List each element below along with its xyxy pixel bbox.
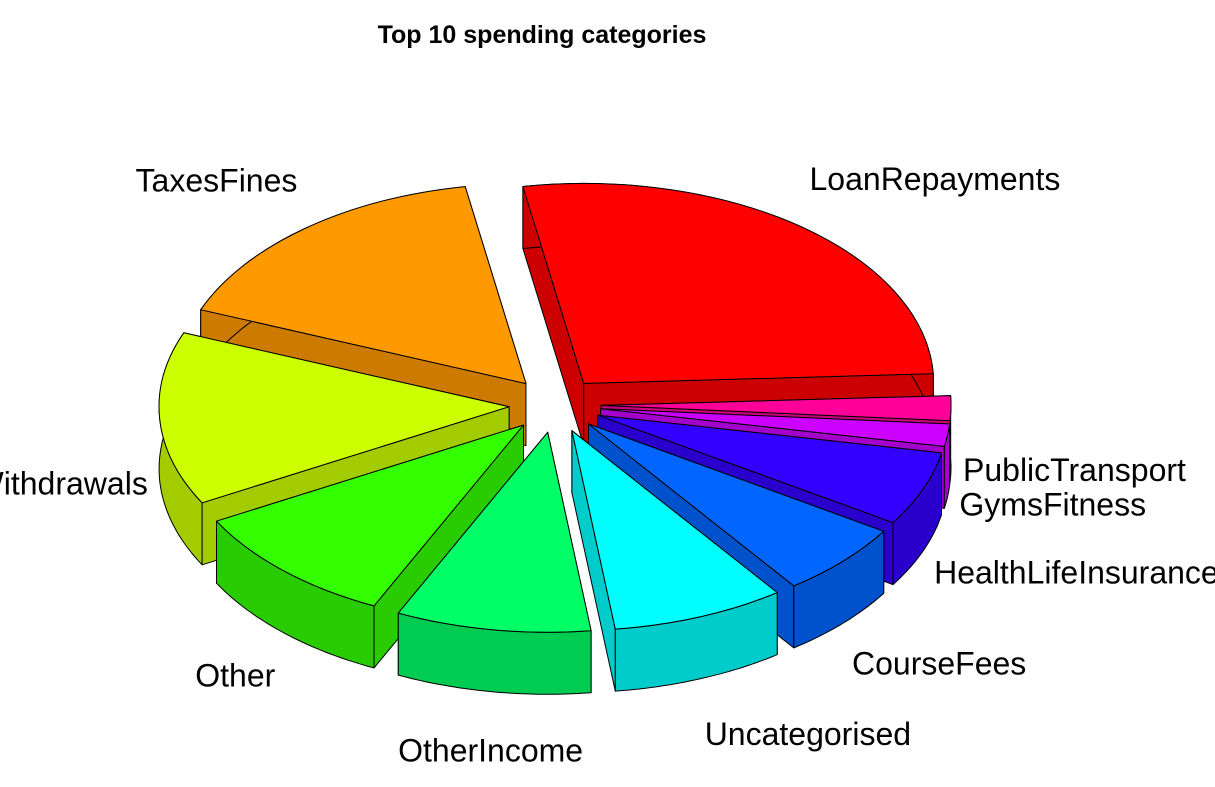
slice-7 [216, 424, 524, 607]
slice-4 [588, 423, 885, 587]
slice-label-8: ATMWithdrawals [0, 466, 148, 502]
slice-9 [200, 186, 527, 385]
slice-2 [600, 408, 951, 447]
slice-labels: LoanRepayments PublicTransportGymsFitness… [0, 161, 1215, 769]
slice-tops [158, 182, 952, 633]
slice-6 [397, 431, 592, 633]
slice-label-6: OtherIncome [398, 732, 583, 768]
slice-label-2: GymsFitness [959, 486, 1146, 522]
slice-8 [158, 332, 510, 504]
slice-label-4: CourseFees [852, 645, 1026, 681]
slice-label-5: Uncategorised [705, 716, 911, 752]
slice-label-0: LoanRepayments [810, 161, 1061, 197]
slice-0 [522, 182, 934, 384]
slice-label-7: Other [195, 658, 275, 694]
slice-label-9: TaxesFines [136, 163, 298, 199]
slice-label-1: PublicTransport [963, 452, 1186, 488]
slice-1 [600, 395, 952, 422]
chart-title: Top 10 spending categories [378, 21, 707, 49]
slice-3 [597, 414, 942, 524]
slice-5 [571, 430, 778, 630]
slice-label-3: HealthLifeInsurance [934, 554, 1215, 590]
